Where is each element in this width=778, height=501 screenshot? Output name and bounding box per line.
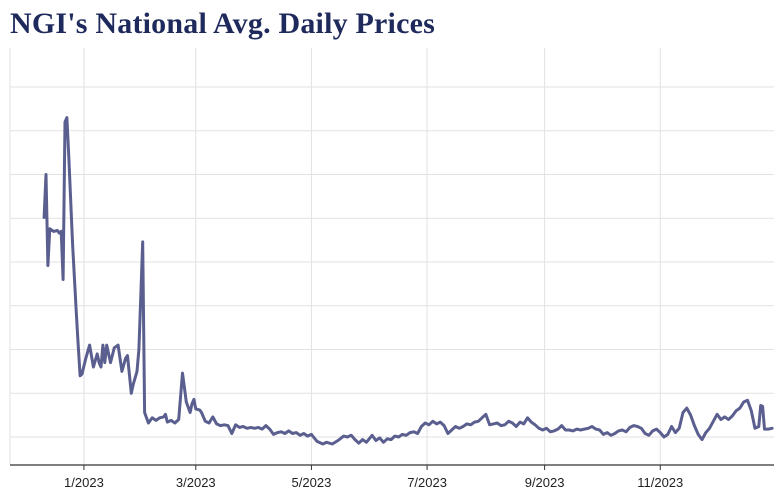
chart-title: NGI's National Avg. Daily Prices xyxy=(10,7,435,40)
series-layer xyxy=(42,116,774,446)
x-tick-label: 7/2023 xyxy=(407,475,447,490)
vertical-gridlines xyxy=(83,48,661,465)
x-tick-label: 11/2023 xyxy=(637,475,683,490)
price-series-line xyxy=(42,116,774,446)
horizontal-gridlines xyxy=(10,86,774,438)
x-tick-label: 9/2023 xyxy=(525,475,565,490)
x-axis-ticks xyxy=(83,465,661,470)
x-tick-label: 1/2023 xyxy=(64,475,104,490)
x-tick-label: 3/2023 xyxy=(176,475,216,490)
x-axis-labels: 1/2023 3/2023 5/2023 7/2023 9/2023 11/2023 xyxy=(64,475,683,490)
x-tick-label: 5/2023 xyxy=(292,475,332,490)
